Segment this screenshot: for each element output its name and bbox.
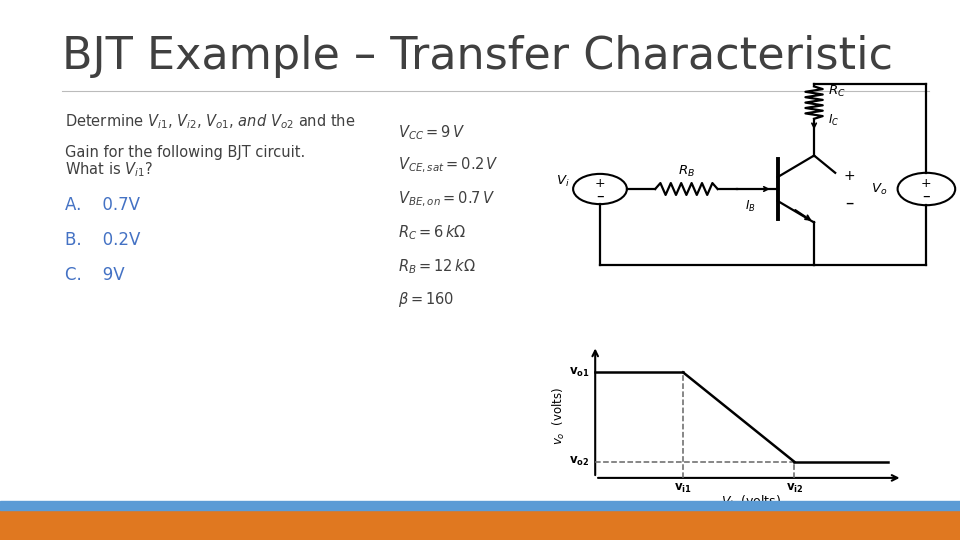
Text: $V_i$: $V_i$ xyxy=(556,174,569,189)
Bar xyxy=(0,510,960,540)
Text: $\beta = 160$: $\beta = 160$ xyxy=(398,290,455,309)
Text: –: – xyxy=(846,193,853,212)
Text: –: – xyxy=(596,188,604,204)
Bar xyxy=(0,501,960,510)
Text: B.    0.2V: B. 0.2V xyxy=(65,231,141,249)
Text: $\mathbf{v_{o2}}$: $\mathbf{v_{o2}}$ xyxy=(569,455,589,468)
Text: $I_C$: $I_C$ xyxy=(828,113,839,129)
Text: $R_B$: $R_B$ xyxy=(678,164,695,179)
Text: $V_i$  (volts): $V_i$ (volts) xyxy=(721,494,781,510)
Text: +: + xyxy=(594,177,606,190)
Text: $R_C$: $R_C$ xyxy=(828,84,845,99)
Text: $\mathbf{v_{i2}}$: $\mathbf{v_{i2}}$ xyxy=(785,482,804,495)
Text: C.    9V: C. 9V xyxy=(65,266,125,285)
Text: BJT Example – Transfer Characteristic: BJT Example – Transfer Characteristic xyxy=(62,35,894,78)
Text: +: + xyxy=(844,168,855,183)
Text: $R_B = 12\,k\Omega$: $R_B = 12\,k\Omega$ xyxy=(398,257,476,275)
Text: +: + xyxy=(921,177,932,190)
Text: Determine $V_{i1}$, $V_{i2}$, $V_{o1}$, $and$ $V_{o2}$ and the: Determine $V_{i1}$, $V_{i2}$, $V_{o1}$, … xyxy=(65,112,356,131)
Text: Gain for the following BJT circuit.: Gain for the following BJT circuit. xyxy=(65,145,305,160)
Text: –: – xyxy=(923,188,930,204)
Text: What is $V_{i1}$?: What is $V_{i1}$? xyxy=(65,161,154,179)
Text: $V_{CC} = 9\,V$: $V_{CC} = 9\,V$ xyxy=(398,123,466,141)
Text: A.    0.7V: A. 0.7V xyxy=(65,196,140,214)
Text: $v_o$  (volts): $v_o$ (volts) xyxy=(551,387,566,445)
Text: $V_{CE,sat} = 0.2\,V$: $V_{CE,sat} = 0.2\,V$ xyxy=(398,156,499,176)
Text: $\mathbf{v_{o1}}$: $\mathbf{v_{o1}}$ xyxy=(568,366,589,379)
Text: $V_o$: $V_o$ xyxy=(871,181,887,197)
Text: $R_C = 6\,k\Omega$: $R_C = 6\,k\Omega$ xyxy=(398,224,467,242)
Text: $V_{BE,on} = 0.7\,V$: $V_{BE,on} = 0.7\,V$ xyxy=(398,190,495,209)
Text: $\mathbf{v_{i1}}$: $\mathbf{v_{i1}}$ xyxy=(674,482,692,495)
Text: $I_B$: $I_B$ xyxy=(745,199,756,214)
